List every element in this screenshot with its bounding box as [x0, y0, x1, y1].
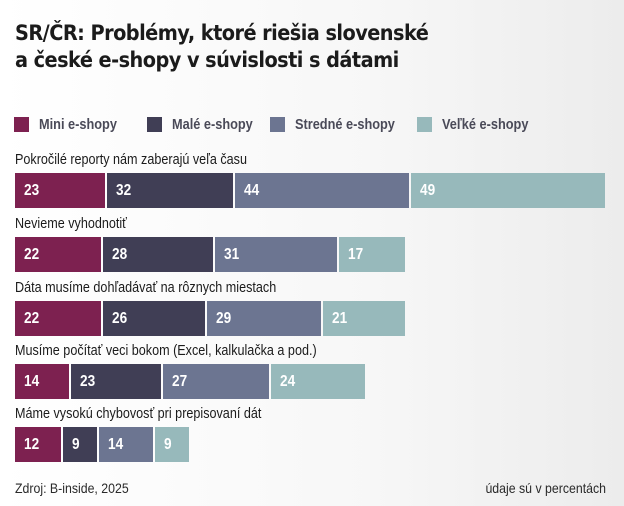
legend-item: Veľké e-shopy	[417, 114, 544, 134]
bar-segment: 9	[63, 427, 97, 462]
bar-segment: 14	[15, 364, 69, 399]
data-label: 14	[24, 373, 40, 390]
category-label: Nevieme vyhodnotiť	[15, 215, 127, 232]
bar-segment: 49	[411, 173, 605, 208]
bar-segment: 31	[215, 237, 337, 272]
data-label: 9	[72, 436, 80, 453]
chart-title-line-1: SR/ČR: Problémy, ktoré riešia slovenské	[15, 21, 429, 45]
bar-segment: 12	[15, 427, 61, 462]
bar-segment: 44	[235, 173, 409, 208]
bar-segment: 9	[155, 427, 189, 462]
data-label: 27	[172, 373, 188, 390]
bar-segment: 29	[207, 301, 321, 336]
data-label: 12	[24, 436, 40, 453]
bar-segment: 23	[71, 364, 161, 399]
bar-segment: 27	[163, 364, 269, 399]
bar-segment: 14	[99, 427, 153, 462]
legend-swatch	[147, 116, 162, 132]
category-label: Pokročilé reporty nám zaberajú veľa času	[15, 151, 247, 168]
category-label: Máme vysokú chybovosť pri prepisovaní dá…	[15, 405, 262, 422]
data-label: 26	[112, 310, 128, 327]
legend-swatch	[14, 116, 29, 132]
data-label: 23	[80, 373, 96, 390]
data-label: 24	[280, 373, 296, 390]
legend-swatch	[270, 116, 285, 132]
legend-swatch	[417, 116, 432, 132]
data-label: 28	[112, 246, 128, 263]
data-label: 31	[224, 246, 240, 263]
bar-segment: 32	[107, 173, 233, 208]
unit-note: údaje sú v percentách	[485, 480, 606, 496]
chart-title-line-2: a české e-shopy v súvislosti s dátami	[15, 48, 399, 72]
bar-segment: 24	[271, 364, 365, 399]
data-label: 21	[332, 310, 348, 327]
bar-segment: 17	[339, 237, 405, 272]
category-label: Musíme počítať veci bokom (Excel, kalkul…	[15, 342, 317, 359]
bar-segment: 22	[15, 301, 101, 336]
bar-segment: 21	[323, 301, 405, 336]
bar-segment: 22	[15, 237, 101, 272]
bar-segment: 26	[103, 301, 205, 336]
legend-label: Malé e-shopy	[172, 115, 253, 133]
data-label: 22	[24, 310, 40, 327]
data-label: 29	[216, 310, 232, 327]
bar-segment: 23	[15, 173, 105, 208]
data-label: 32	[116, 182, 132, 199]
data-label: 14	[108, 436, 124, 453]
legend-label: Stredné e-shopy	[295, 115, 395, 133]
data-label: 23	[24, 182, 40, 199]
source-note: Zdroj: B-inside, 2025	[15, 480, 129, 496]
data-label: 44	[244, 182, 260, 199]
category-label: Dáta musíme dohľadávať na rôznych miesta…	[15, 279, 277, 296]
legend-item: Mini e-shopy	[14, 114, 131, 134]
legend-item: Stredné e-shopy	[270, 114, 413, 134]
legend-label: Mini e-shopy	[39, 115, 117, 133]
legend-label: Veľké e-shopy	[442, 115, 529, 133]
data-label: 9	[164, 436, 172, 453]
chart-title: SR/ČR: Problémy, ktoré riešia slovenské …	[15, 20, 530, 74]
bar-segment: 28	[103, 237, 213, 272]
data-label: 49	[420, 182, 436, 199]
data-label: 17	[348, 246, 364, 263]
legend-item: Malé e-shopy	[147, 114, 267, 134]
data-label: 22	[24, 246, 40, 263]
